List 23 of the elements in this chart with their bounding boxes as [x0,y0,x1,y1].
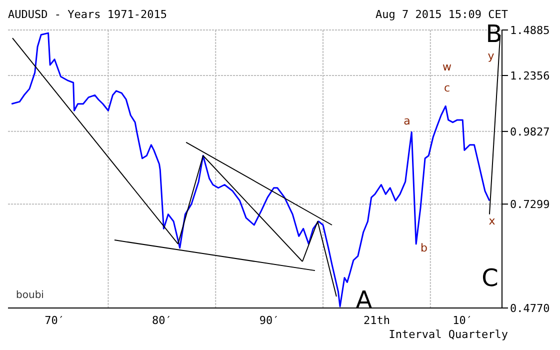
x-tick-label: 70′ [44,314,64,327]
y-tick-label: 0.9827 [510,125,550,138]
y-tick-label: 0.4770 [510,302,550,315]
x-tick-label: 80′ [152,314,172,327]
annotation: boubi [16,290,44,301]
annotation: a [404,114,410,128]
annotation: b [420,242,428,254]
y-tick-label: 0.7299 [510,198,550,211]
annotation: x [488,214,496,228]
x-tick-label: 90′ [259,314,280,327]
chart-subtitle: Aug 7 2015 15:09 CET [376,8,508,22]
annotation: w [442,60,452,74]
y-tick-label: 1.4885 [510,24,550,37]
chart-title: AUDUSD - Years 1971-2015 [8,8,167,22]
annotation: c [444,82,450,94]
annotation: B [486,20,502,48]
annotation: C [482,264,498,292]
annotation: y [488,50,494,62]
text: Interval Quarterly [388,328,508,342]
x-tick-label: 21th [363,314,390,327]
y-tick-label: 1.2356 [510,69,550,82]
annotation: A [356,286,372,314]
x-tick-label: 10′ [452,314,473,327]
